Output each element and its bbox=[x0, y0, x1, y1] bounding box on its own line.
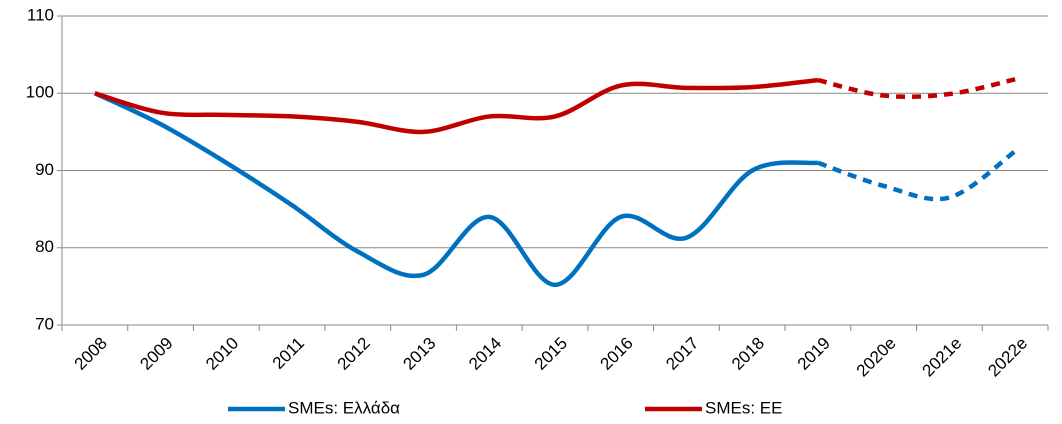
x-tick-label: 2018 bbox=[728, 334, 768, 374]
x-tick-label: 2009 bbox=[136, 334, 176, 374]
x-tick-label: 2016 bbox=[597, 334, 637, 374]
line-estimate bbox=[817, 77, 1016, 100]
legend-label: SMEs: ΕΕ bbox=[705, 398, 782, 417]
x-tick-label: 2015 bbox=[531, 334, 571, 374]
y-tick-label: 100 bbox=[26, 83, 54, 102]
line bbox=[94, 77, 819, 135]
x-tick-label: 2017 bbox=[662, 334, 702, 374]
line bbox=[93, 91, 819, 288]
x-tick-label: 2012 bbox=[334, 334, 374, 374]
x-tick-label: 2014 bbox=[465, 334, 505, 374]
x-tick-label: 2013 bbox=[399, 334, 439, 374]
line-estimate bbox=[817, 149, 1017, 202]
x-tick-label: 2021e bbox=[919, 334, 966, 381]
x-tick-label: 2010 bbox=[202, 334, 242, 374]
x-tick-label: 2011 bbox=[269, 334, 308, 373]
y-tick-label: 110 bbox=[27, 5, 54, 24]
y-tick-label: 70 bbox=[35, 314, 54, 333]
x-tick-label: 2008 bbox=[71, 334, 111, 374]
y-tick-label: 80 bbox=[35, 237, 54, 256]
legend-label: SMEs: Ελλάδα bbox=[288, 398, 400, 417]
y-tick-label: 90 bbox=[35, 160, 54, 179]
x-tick-label: 2019 bbox=[794, 334, 834, 374]
x-tick-label: 2020e bbox=[853, 334, 900, 381]
x-tick-label: 2022e bbox=[984, 334, 1031, 381]
